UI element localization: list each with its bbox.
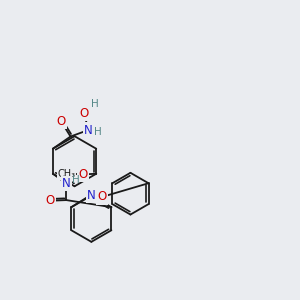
Text: N: N [84, 124, 92, 136]
Text: O: O [46, 194, 55, 207]
Text: N: N [87, 189, 96, 202]
Text: H: H [72, 175, 80, 184]
Text: H: H [94, 127, 102, 137]
Text: O: O [80, 107, 89, 120]
Text: CH₃: CH₃ [58, 169, 76, 179]
Text: O: O [56, 115, 65, 128]
Text: H: H [91, 99, 98, 110]
Text: O: O [78, 168, 87, 181]
Text: O: O [98, 190, 107, 203]
Text: N: N [62, 177, 71, 190]
